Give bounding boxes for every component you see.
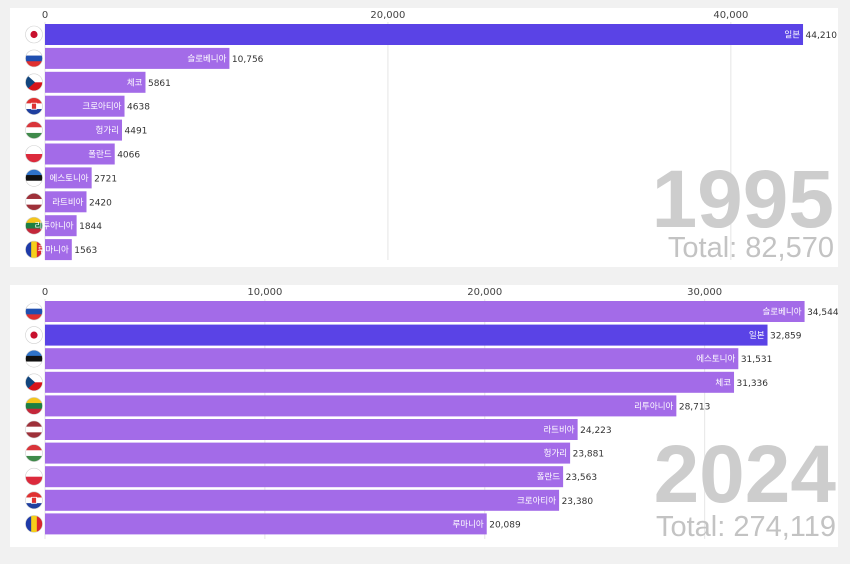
bar [45, 371, 735, 393]
bar-value-label: 32,859 [770, 332, 802, 342]
bar-value-label: 31,336 [737, 379, 769, 389]
czech-flag-icon [25, 73, 43, 92]
bar-value-label: 28,713 [679, 402, 711, 412]
bar [45, 466, 564, 488]
bar-category-label: 슬로베니아 [762, 307, 801, 318]
bar-category-label: 루마니아 [38, 245, 69, 256]
hungary-flag-icon [25, 444, 43, 462]
estonia-flag-icon [25, 349, 43, 368]
bar-value-label: 10,756 [232, 55, 264, 65]
bar [45, 71, 146, 93]
bar [45, 239, 72, 261]
bar-category-label: 리투아니아 [35, 221, 74, 232]
lithuania-flag-icon [25, 216, 43, 235]
bar-value-label: 5861 [148, 79, 171, 89]
bar-category-label: 리투아니아 [634, 401, 673, 412]
bar [45, 95, 125, 117]
bar [45, 324, 768, 346]
bar [45, 215, 77, 237]
bar-value-label: 4638 [127, 103, 150, 113]
bar-category-label: 루마니아 [452, 519, 483, 530]
bar [45, 191, 87, 213]
bar-category-label: 일본 [784, 31, 800, 41]
latvia-flag-icon [25, 420, 43, 439]
bar-category-label: 체코 [127, 77, 143, 88]
czech-flag-icon [25, 373, 43, 392]
total-label: Total: 274,119 [656, 511, 836, 543]
x-tick-label: 40,000 [713, 10, 748, 21]
croatia-flag-icon [25, 97, 43, 115]
bar-value-label: 2721 [94, 174, 117, 184]
bar-value-label: 34,544 [807, 308, 838, 318]
bar-value-label: 20,089 [489, 520, 521, 530]
bar-category-label: 크로아티아 [517, 495, 556, 506]
japan-flag-icon [25, 25, 43, 44]
bar-value-label: 23,380 [562, 497, 594, 507]
bar-value-label: 24,223 [580, 426, 612, 436]
romania-flag-icon [25, 515, 43, 533]
croatia-flag-icon [25, 491, 43, 510]
bar [45, 301, 805, 322]
total-label: Total: 82,570 [668, 232, 834, 264]
bar [45, 47, 230, 69]
poland-flag-icon [25, 467, 43, 486]
slovenia-flag-icon [25, 49, 43, 68]
bar [45, 489, 560, 511]
bar-value-label: 1563 [74, 246, 97, 256]
bar [45, 24, 804, 45]
x-tick-label: 0 [42, 287, 48, 298]
bar-category-label: 헝가리 [96, 126, 119, 136]
year-label: 2024 [654, 429, 837, 520]
bar-category-label: 슬로베니아 [187, 53, 226, 64]
bar-category-label: 헝가리 [544, 449, 567, 459]
chart-panel-2024: 0 10,000 20,000 30,000 슬로베니아 34,544 일본 32,859 에… [10, 285, 838, 547]
japan-flag-icon [25, 326, 43, 344]
bar [45, 348, 739, 370]
bar-category-label: 폴란드 [537, 472, 561, 483]
x-tick-label: 20,000 [467, 287, 502, 298]
bar-category-label: 에스토니아 [696, 354, 735, 365]
bar [45, 419, 578, 440]
slovenia-flag-icon [25, 302, 43, 321]
bar [45, 119, 123, 141]
bar-category-label: 라트비아 [543, 425, 574, 436]
bar-value-label: 4066 [117, 151, 140, 161]
poland-flag-icon [25, 145, 43, 163]
bar-value-label: 23,881 [573, 450, 605, 460]
bar-value-label: 1844 [79, 222, 102, 232]
bar-chart-1995: 0 20,000 40,000 일본 44,210 슬로베니아 10,756 체코 5861 크… [25, 10, 838, 264]
bar [45, 167, 92, 189]
x-tick-label: 0 [42, 10, 48, 21]
bar-value-label: 2420 [89, 198, 112, 208]
year-label: 1995 [652, 154, 834, 245]
lithuania-flag-icon [25, 397, 43, 415]
romania-flag-icon [25, 240, 43, 259]
bar-value-label: 44,210 [806, 31, 838, 41]
x-tick-label: 20,000 [370, 10, 405, 21]
bar-category-label: 에스토니아 [50, 173, 89, 184]
bar-value-label: 4491 [125, 127, 148, 137]
bar-value-label: 23,563 [566, 473, 598, 483]
bar-category-label: 라트비아 [52, 197, 83, 208]
bar-category-label: 크로아티아 [82, 101, 121, 112]
bar-category-label: 체코 [715, 377, 731, 388]
latvia-flag-icon [25, 193, 43, 211]
bar [45, 442, 571, 464]
bar-value-label: 31,531 [741, 355, 773, 365]
bar-category-label: 일본 [749, 331, 765, 341]
chart-panel-1995: 0 20,000 40,000 일본 44,210 슬로베니아 10,756 체코 5861 크… [10, 8, 838, 267]
estonia-flag-icon [25, 169, 43, 187]
x-tick-label: 10,000 [247, 287, 282, 298]
bar [45, 143, 115, 165]
hungary-flag-icon [25, 121, 43, 139]
bar-category-label: 폴란드 [88, 149, 112, 160]
bar [45, 395, 677, 417]
bar-chart-2024: 0 10,000 20,000 30,000 슬로베니아 34,544 일본 32,859 에… [25, 287, 838, 543]
x-tick-label: 30,000 [687, 287, 722, 298]
bar [45, 513, 487, 535]
